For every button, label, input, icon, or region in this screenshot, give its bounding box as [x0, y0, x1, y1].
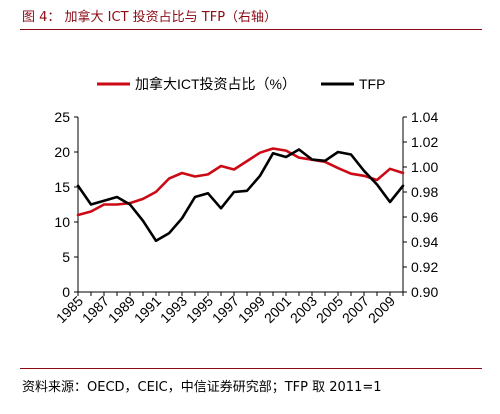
x-tick-label: 1985	[53, 293, 86, 326]
y-left-tick-label: 20	[54, 144, 70, 160]
series-line-ict-share	[76, 147, 405, 217]
y-left-tick-label: 0	[62, 284, 70, 300]
series-line-tfp	[76, 148, 405, 243]
x-tick-label: 2005	[313, 293, 346, 326]
y-right-tick-label: 0.90	[411, 284, 438, 300]
y-right-tick-label: 0.92	[411, 259, 438, 275]
y-right-tick-label: 0.98	[411, 184, 438, 200]
y-right-tick-label: 0.94	[411, 234, 438, 250]
x-tick-label: 2001	[261, 293, 294, 326]
y-right-tick-label: 1.02	[411, 134, 438, 150]
x-tick-label: 2007	[339, 293, 372, 326]
x-tick-label: 2009	[365, 293, 398, 326]
x-tick-label: 1989	[105, 293, 138, 326]
y-left-tick-label: 5	[62, 249, 70, 265]
x-tick-label: 1993	[157, 293, 190, 326]
source-rule	[20, 368, 482, 369]
x-tick-label: 1997	[209, 293, 242, 326]
x-tick-label: 1987	[79, 293, 112, 326]
title-rule	[20, 29, 482, 30]
y-left-tick-label: 10	[54, 214, 70, 230]
y-left-tick-label: 15	[54, 179, 70, 195]
y-right-tick-label: 1.00	[411, 159, 438, 175]
source-note: 资料来源：OECD，CEIC，中信证券研究部；TFP 取 2011=1	[22, 380, 382, 395]
x-tick-label: 1995	[183, 293, 216, 326]
x-tick-label: 1991	[131, 293, 164, 326]
legend-label-tfp: TFP	[359, 76, 385, 92]
y-left-tick-label: 25	[54, 109, 70, 125]
y-right-tick-label: 0.96	[411, 209, 438, 225]
y-right-tick-label: 1.04	[411, 109, 438, 125]
x-tick-label: 2003	[287, 293, 320, 326]
legend-label-ict-share: 加拿大ICT投资占比（%）	[135, 76, 296, 92]
x-tick-label: 1999	[235, 293, 268, 326]
figure-title: 图 4： 加拿大 ICT 投资占比与 TFP（右轴）	[22, 10, 278, 25]
